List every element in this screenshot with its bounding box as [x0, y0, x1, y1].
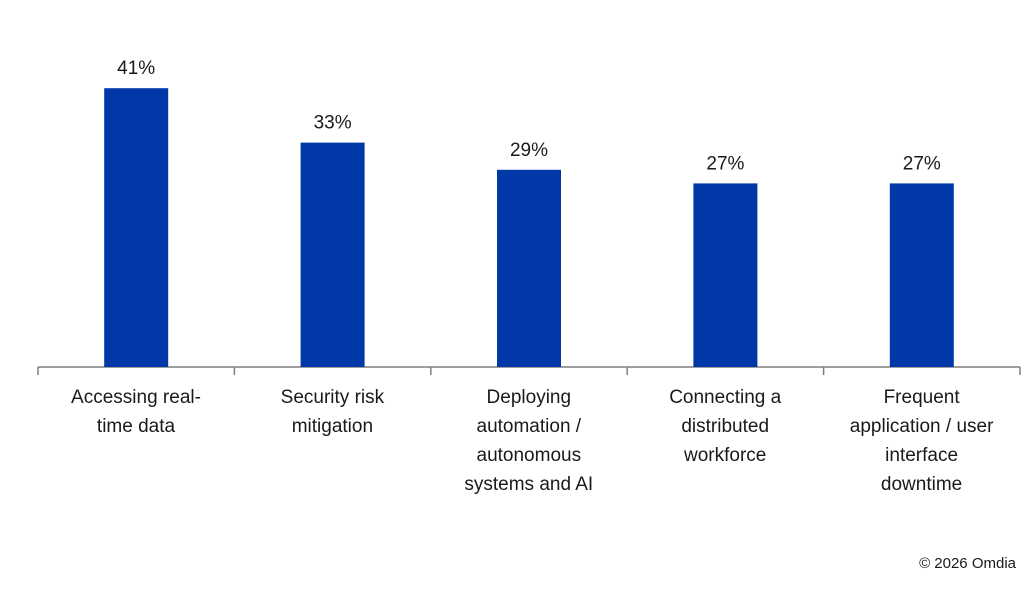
x-tick-label: Deploying automation / autonomous system… — [464, 387, 594, 495]
value-label: 33% — [314, 113, 352, 134]
x-tick-label: Frequent application / user interface do… — [849, 387, 994, 495]
x-tick-label: Security risk mitigation — [280, 387, 385, 437]
bar — [300, 142, 365, 367]
bar — [497, 169, 561, 367]
bar — [104, 88, 169, 367]
value-label: 27% — [903, 153, 941, 174]
bar — [693, 183, 758, 367]
x-tick-label: Accessing real- time data — [71, 387, 201, 437]
source: © 2026 Omdia — [919, 555, 1016, 572]
bar — [889, 183, 954, 367]
value-label: 29% — [510, 140, 548, 161]
x-tick-label: Connecting a distributed workforce — [669, 387, 782, 466]
value-label: 27% — [706, 153, 744, 174]
value-label: 41% — [117, 58, 155, 79]
